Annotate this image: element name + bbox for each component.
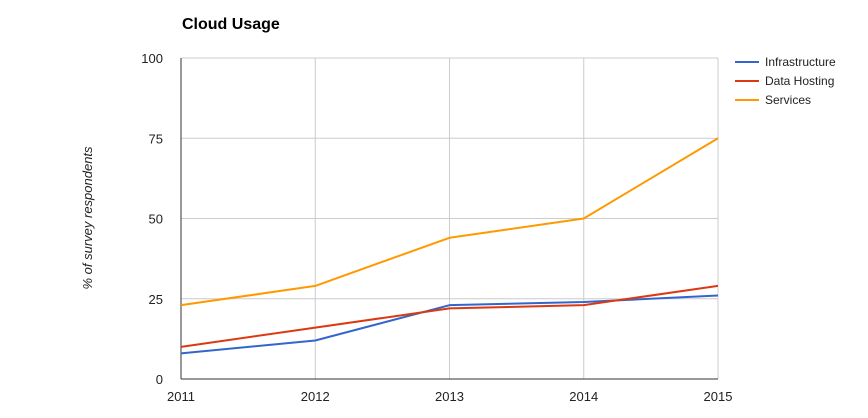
legend-label-data-hosting: Data Hosting xyxy=(765,74,834,88)
x-tick-label: 2014 xyxy=(569,389,598,404)
gridlines xyxy=(181,57,719,379)
x-tick-label: 2011 xyxy=(167,389,195,404)
series-line-infrastructure xyxy=(180,294,719,355)
y-tick-label: 0 xyxy=(156,372,163,387)
y-tick-label: 50 xyxy=(149,212,163,227)
series-line-data-hosting xyxy=(180,284,719,348)
y-axis-label: % of survey respondents xyxy=(80,146,95,290)
y-tick-label: 100 xyxy=(141,51,163,66)
x-tick-label: 2013 xyxy=(435,389,464,404)
series-line-services xyxy=(180,137,719,307)
axes: 0 25 50 75 100 2011 2012 2013 2014 2015 xyxy=(141,51,732,404)
y-tick-label: 75 xyxy=(149,131,163,146)
x-tick-label: 2012 xyxy=(301,389,330,404)
legend: Infrastructure Data Hosting Services xyxy=(735,55,836,107)
chart-title: Cloud Usage xyxy=(182,16,280,33)
series-lines xyxy=(180,137,719,355)
x-tick-label: 2015 xyxy=(704,389,733,404)
legend-label-infrastructure: Infrastructure xyxy=(765,55,836,69)
y-tick-label: 25 xyxy=(149,292,163,307)
legend-label-services: Services xyxy=(765,93,811,107)
